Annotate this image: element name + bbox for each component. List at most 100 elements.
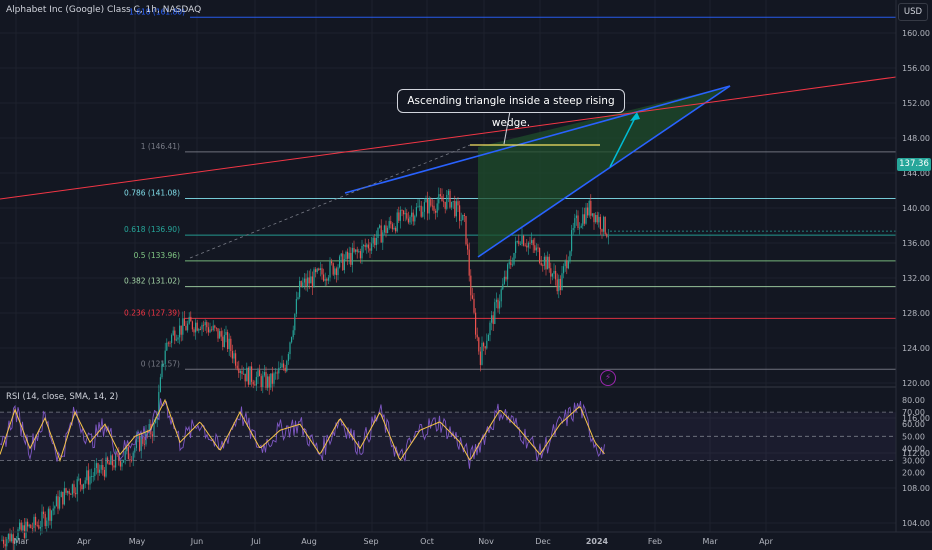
candle-body [433, 205, 435, 211]
candle-body [355, 249, 357, 252]
candle-body [359, 251, 361, 259]
rsi-tick: 30.00 [902, 457, 925, 466]
lightning-icon[interactable]: ⚡ [600, 370, 616, 386]
candle-body [371, 243, 373, 251]
candle-body [60, 491, 62, 498]
candle-body [563, 266, 565, 274]
pattern-annotation[interactable]: Ascending triangle inside a steep rising… [397, 89, 625, 129]
candle-body [191, 321, 193, 330]
candle-body [63, 488, 65, 505]
price-axis[interactable]: 160.00 156.00 152.00 148.00 144.00 140.00 136.… [895, 0, 932, 550]
candle-body [20, 522, 22, 531]
candle-body [601, 229, 603, 232]
candle-body [291, 337, 293, 343]
price-tick: 116.00 [902, 414, 930, 423]
candle-body [553, 270, 555, 274]
candle-body [159, 377, 161, 392]
candle-body [54, 506, 56, 509]
candle-body [462, 214, 464, 221]
candle-body [25, 521, 27, 538]
time-tick: Mar [702, 537, 718, 546]
candle-body [423, 202, 425, 212]
candle-body [84, 480, 86, 484]
candle-body [382, 232, 384, 243]
projection-arrowhead [630, 112, 640, 121]
candle-body [551, 273, 553, 277]
candle-body [116, 453, 118, 455]
candle-body [222, 336, 224, 348]
candle-body [398, 212, 400, 221]
candle-body [377, 227, 379, 238]
candle-body [199, 329, 201, 330]
candle-body [289, 342, 291, 355]
candle-body [604, 216, 606, 235]
candle-body [140, 436, 142, 451]
fib-label: 1 (146.41) [141, 142, 180, 151]
candle-body [148, 423, 150, 433]
candle-body [174, 330, 176, 341]
candle-body [267, 376, 269, 388]
candle-body [235, 353, 237, 366]
candle-body [351, 247, 353, 265]
candle-body [52, 508, 54, 511]
candle-body [46, 520, 48, 527]
candle-body [542, 265, 544, 266]
candle-body [319, 268, 321, 271]
rsi-indicator-label[interactable]: RSI (14, close, SMA, 14, 2) [6, 392, 119, 402]
last-price-label: 137.36 [897, 158, 931, 171]
rsi-tick: 70.00 [902, 408, 925, 417]
candle-body [303, 278, 305, 283]
time-axis[interactable]: Mar Apr May Jun Jul Aug Sep Oct Nov Dec 2024 Feb Mar… [0, 531, 932, 546]
candle-body [540, 262, 542, 266]
candle-body [414, 215, 416, 222]
candle-body [395, 227, 397, 232]
candle-body [310, 276, 312, 284]
time-tick: Sep [363, 537, 378, 546]
candle-body [500, 289, 502, 302]
candle-body [67, 491, 69, 493]
rsi-axis[interactable]: 80.00 70.00 60.00 50.00 40.00 30.00 20.00 [902, 396, 925, 478]
price-tick: 124.00 [902, 344, 930, 353]
candle-body [22, 525, 24, 531]
candle-body [385, 225, 387, 234]
candle-body [332, 263, 334, 275]
candle-body [316, 268, 318, 273]
time-tick: Nov [478, 537, 494, 546]
candle-body [491, 315, 493, 323]
candle-body [548, 256, 550, 269]
price-tick: 112.00 [902, 449, 930, 458]
candle-body [292, 330, 294, 338]
candle-body [79, 478, 81, 485]
candle-body [593, 213, 595, 223]
candle-body [571, 230, 573, 252]
candle-body [487, 334, 489, 341]
candle-body [435, 210, 437, 213]
price-tick: 160.00 [902, 29, 930, 38]
candle-body [326, 279, 328, 281]
candle-body [123, 459, 125, 463]
candle-body [411, 212, 413, 217]
candle-body [223, 334, 225, 348]
price-tick: 120.00 [902, 379, 930, 388]
candle-body [388, 221, 390, 228]
candle-body [439, 194, 441, 197]
candle-body [374, 237, 376, 246]
candle-body [103, 469, 105, 477]
candle-body [179, 325, 181, 338]
candle-body [516, 241, 518, 242]
candle-body [531, 240, 533, 244]
candle-body [275, 372, 277, 374]
candle-body [163, 363, 165, 365]
rsi-tick: 60.00 [902, 420, 925, 429]
candle-body [583, 214, 585, 224]
candle-body [300, 280, 302, 287]
candle-body [519, 243, 521, 245]
candle-body [294, 313, 296, 331]
candle-body [484, 346, 486, 349]
candle-body [212, 325, 214, 330]
candle-body [364, 244, 366, 248]
candle-body [273, 373, 275, 384]
candle-body [166, 342, 168, 351]
currency-button[interactable]: USD [898, 3, 928, 21]
